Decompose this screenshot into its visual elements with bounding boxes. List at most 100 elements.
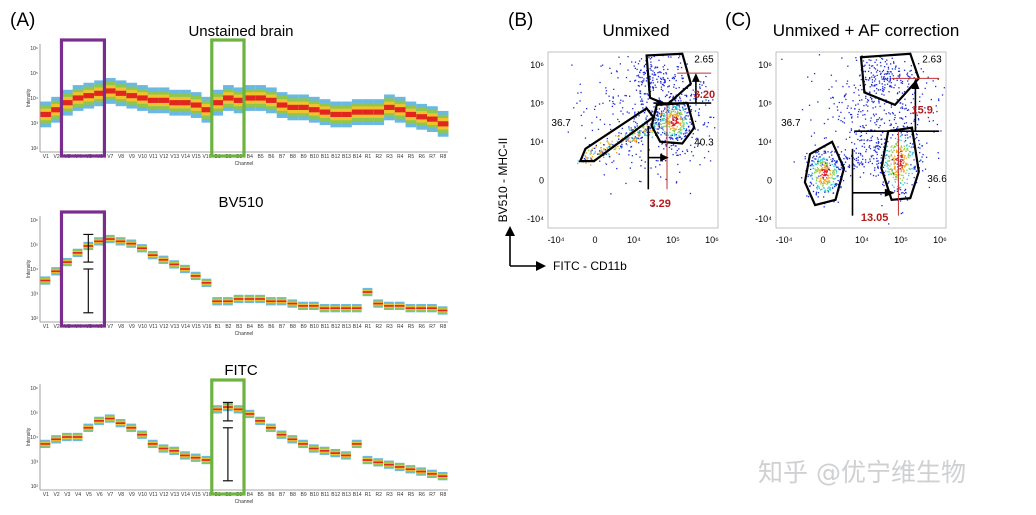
gate-value-left: 36.7 xyxy=(781,118,801,129)
channel-bar-B9 xyxy=(298,94,309,121)
channel-label: R5 xyxy=(408,492,415,498)
error-bar xyxy=(222,401,233,422)
channel-bar-B10 xyxy=(308,301,319,311)
channel-bar-B3 xyxy=(233,87,245,114)
channel-bar-B4 xyxy=(244,409,255,419)
channel-label: R1 xyxy=(365,324,372,330)
plot-frame xyxy=(775,51,947,229)
flow-y-axis-label: BV510 - MHC-II xyxy=(496,138,510,223)
shift-value-horizontal: 3.29 xyxy=(649,198,670,210)
channel-bar-V12 xyxy=(158,444,169,453)
channel-bar-R6 xyxy=(416,103,428,130)
channel-label: R2 xyxy=(376,492,383,498)
gate-diagonal xyxy=(578,106,655,163)
shift-value-horizontal: 13.05 xyxy=(861,212,889,224)
gate-value-top: 2.63 xyxy=(922,55,942,66)
channel-bar-V2 xyxy=(51,267,61,276)
channel-bar-B12 xyxy=(330,101,342,128)
channel-bar-V14 xyxy=(180,89,191,116)
channel-bar-B2 xyxy=(223,297,233,306)
channel-label: B13 xyxy=(342,492,351,498)
channel-bar-R7 xyxy=(427,106,438,133)
channel-label: R3 xyxy=(386,324,393,330)
channel-label: V16 xyxy=(202,492,211,498)
gate-top xyxy=(859,52,921,107)
x-tick-label: 10⁵ xyxy=(894,235,908,245)
y-axis-label: Intensity xyxy=(26,427,32,446)
channel-bar-B14 xyxy=(351,439,362,449)
channel-bar-B6 xyxy=(265,423,276,432)
channel-bar-B6 xyxy=(265,87,277,114)
channel-bar-V9 xyxy=(126,423,137,432)
shift-value-vertical: 3.20 xyxy=(694,89,715,101)
channel-label: R8 xyxy=(440,154,447,160)
channel-label: R6 xyxy=(418,492,425,498)
channel-label: B14 xyxy=(353,492,362,498)
channel-bar-R1 xyxy=(362,287,373,297)
purple-highlight-box xyxy=(59,210,107,328)
channel-bar-V1 xyxy=(40,439,51,449)
x-tick-label: 10⁴ xyxy=(627,235,641,245)
channel-bar-B5 xyxy=(255,416,265,426)
channel-label: B8 xyxy=(290,324,296,330)
channel-bar-V3 xyxy=(61,432,72,442)
channel-bar-V6 xyxy=(94,237,104,246)
channel-bar-V10 xyxy=(137,244,147,253)
channel-label: B6 xyxy=(268,492,274,498)
y-tick-label: 10⁶ xyxy=(30,386,38,392)
y-tick-label: 10⁶ xyxy=(530,60,544,70)
gate-left xyxy=(803,140,846,207)
channel-label: V8 xyxy=(118,154,124,160)
channel-bar-V9 xyxy=(126,82,138,109)
channel-label: V13 xyxy=(170,324,179,330)
channel-bar-V14 xyxy=(180,451,190,460)
channel-bar-V10 xyxy=(137,430,147,439)
error-bar xyxy=(83,268,94,314)
channel-label: B7 xyxy=(279,492,285,498)
spectrum-3-title: FITC xyxy=(224,362,257,379)
y-tick-label: 10⁶ xyxy=(758,60,772,70)
channel-bar-V15 xyxy=(190,92,202,118)
x-tick-label: 0 xyxy=(820,235,825,245)
y-tick-label: 10⁴ xyxy=(530,137,544,147)
channel-label: V11 xyxy=(149,492,158,498)
channel-bar-V1 xyxy=(40,101,52,128)
channel-label: V12 xyxy=(160,492,169,498)
y-tick-label: 10³ xyxy=(31,292,39,298)
channel-bar-B10 xyxy=(308,96,320,123)
channel-bar-B6 xyxy=(265,297,276,306)
y-tick-label: 10⁵ xyxy=(30,243,38,249)
channel-label: V13 xyxy=(170,154,179,160)
channel-bar-B11 xyxy=(319,304,330,313)
channel-bar-B12 xyxy=(330,448,341,458)
channel-bar-R5 xyxy=(405,101,417,128)
channel-bar-R5 xyxy=(405,304,416,313)
channel-bar-V8 xyxy=(115,419,126,428)
channel-label: V9 xyxy=(129,154,135,160)
channel-bar-B7 xyxy=(276,430,287,439)
gate-value-left: 36.7 xyxy=(551,118,571,129)
gate-value-right: 40.3 xyxy=(694,137,714,148)
channel-label: B9 xyxy=(300,324,306,330)
channel-label: V8 xyxy=(118,324,124,330)
channel-bar-R8 xyxy=(437,472,448,481)
shift-annotation xyxy=(851,77,940,216)
shift-annotation xyxy=(647,72,712,190)
channel-label: B4 xyxy=(247,154,253,160)
y-tick-label: 10⁴ xyxy=(30,267,38,273)
channel-bar-V7 xyxy=(104,78,116,104)
channel-bar-R3 xyxy=(384,460,394,469)
channel-bar-V2 xyxy=(51,435,61,444)
channel-bar-B9 xyxy=(298,439,308,449)
channel-bar-R3 xyxy=(384,94,395,121)
channel-label: B6 xyxy=(268,324,274,330)
channel-bar-B1 xyxy=(212,89,224,116)
channel-label: V10 xyxy=(138,154,147,160)
channel-bar-V5 xyxy=(83,82,95,109)
error-bar xyxy=(222,427,233,482)
channel-label: V1 xyxy=(43,324,49,330)
flow-plot-unmixed: 2.65 36.7 40.3 3.20 3.29 -10⁴ 0 10⁴ 10⁵ 10⁶ 10⁶ 10⁵… xyxy=(527,51,719,245)
channel-label: V10 xyxy=(138,492,147,498)
channel-bar-B1 xyxy=(212,405,223,414)
